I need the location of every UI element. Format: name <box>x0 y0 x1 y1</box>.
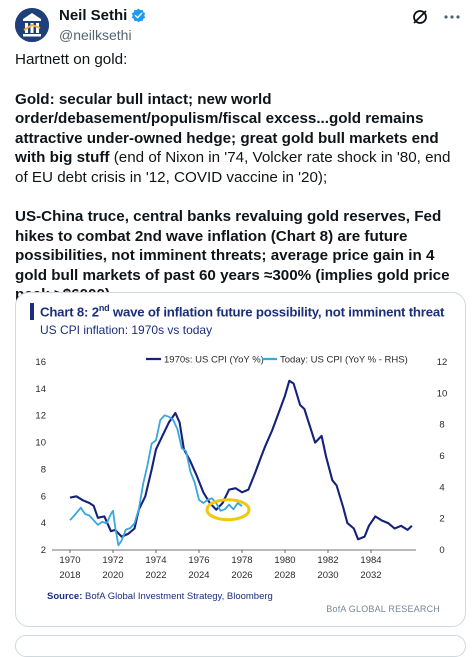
chart-subtitle: US CPI inflation: 1970s vs today <box>40 323 213 337</box>
brand-label: BofA GLOBAL RESEARCH <box>326 604 440 614</box>
highlight-circle <box>205 498 251 522</box>
y-right-tick-label: 8 <box>439 420 444 431</box>
y-left-tick-label: 8 <box>41 464 46 475</box>
chart-title-sup: nd <box>98 303 110 314</box>
chart-image-card[interactable]: Chart 8: 2nd wave of inflation future po… <box>15 292 466 627</box>
chart-title-row: Chart 8: 2nd wave of inflation future po… <box>30 303 444 320</box>
tweet-paragraph-2: Gold: secular bull intact; new world ord… <box>15 90 465 188</box>
x-tick-label-bottom: 2032 <box>360 570 381 581</box>
y-left-tick-label: 2 <box>41 545 46 556</box>
author-handle[interactable]: @neilksethi <box>59 27 132 43</box>
series-today-line <box>69 414 243 547</box>
y-left-tick-label: 12 <box>35 411 46 422</box>
x-tick-label-bottom: 2028 <box>274 570 295 581</box>
verified-badge-icon <box>132 8 146 23</box>
tweet-body: Hartnett on gold: Gold: secular bull int… <box>15 50 465 325</box>
author-name[interactable]: Neil Sethi <box>59 7 128 24</box>
next-card-edge <box>15 635 466 657</box>
tweet-paragraph-2-bold: Gold: secular bull intact; new world ord… <box>15 90 439 167</box>
legend-label-today: Today: US CPI (YoY % - RHS) <box>280 355 408 366</box>
x-tick-label-top: 1976 <box>188 555 209 566</box>
x-tick-label-bottom: 2024 <box>188 570 209 581</box>
x-tick-label-bottom: 2018 <box>59 570 80 581</box>
x-tick-label-top: 1972 <box>102 555 123 566</box>
tweet-paragraph-3: US-China truce, central banks revaluing … <box>15 207 465 305</box>
y-right-tick-label: 10 <box>437 388 448 399</box>
x-tick-label-top: 1970 <box>59 555 80 566</box>
y-right-tick-label: 2 <box>439 514 444 525</box>
tweet-paragraph-1: Hartnett on gold: <box>15 51 128 68</box>
more-options-icon[interactable] <box>443 8 461 31</box>
y-right-tick-label: 4 <box>439 482 444 493</box>
y-right-tick-label: 12 <box>437 357 448 368</box>
y-left-tick-label: 16 <box>35 357 46 368</box>
y-right-tick-label: 0 <box>439 545 444 556</box>
x-tick-label-top: 1980 <box>274 555 295 566</box>
cpi-line-chart: 2 4 6 8 10 12 14 16 0 2 4 6 8 10 12 1970 2018 1972 2020 197… <box>35 355 448 582</box>
tweet-paragraph-3-bold: US-China truce, central banks revaluing … <box>15 208 450 303</box>
chart-title: Chart 8: 2nd wave of inflation future po… <box>40 303 444 319</box>
chart-source: Source: BofA Global Investment Strategy,… <box>47 591 273 602</box>
avatar[interactable] <box>15 8 49 42</box>
x-tick-label-bottom: 2022 <box>145 570 166 581</box>
source-label: Source: <box>47 591 83 602</box>
y-left-tick-label: 4 <box>41 518 46 529</box>
x-tick-label-top: 1984 <box>360 555 381 566</box>
y-left-tick-label: 14 <box>35 384 46 395</box>
grok-icon[interactable] <box>411 8 429 31</box>
title-accent-bar <box>30 303 34 320</box>
y-right-tick-label: 6 <box>439 451 444 462</box>
x-tick-label-top: 1978 <box>231 555 252 566</box>
tweet-paragraph-2-rest: (end of Nixon in '74, Volcker rate shock… <box>15 149 451 186</box>
chart-title-main: Chart 8: 2 <box>40 304 99 320</box>
chart-title-end: wave of inflation future possibility, no… <box>109 304 445 320</box>
x-tick-label-bottom: 2020 <box>102 570 123 581</box>
y-left-tick-label: 10 <box>35 438 46 449</box>
x-tick-label-bottom: 2030 <box>317 570 338 581</box>
y-left-tick-label: 6 <box>41 491 46 502</box>
legend-label-1970s: 1970s: US CPI (YoY %) <box>164 355 264 366</box>
series-1970s-line <box>69 379 413 541</box>
source-text: BofA Global Investment Strategy, Bloombe… <box>82 591 273 602</box>
tweet-header: Neil Sethi @neilksethi <box>15 6 461 46</box>
x-tick-label-bottom: 2026 <box>231 570 252 581</box>
x-tick-label-top: 1982 <box>317 555 338 566</box>
x-tick-label-top: 1974 <box>145 555 166 566</box>
